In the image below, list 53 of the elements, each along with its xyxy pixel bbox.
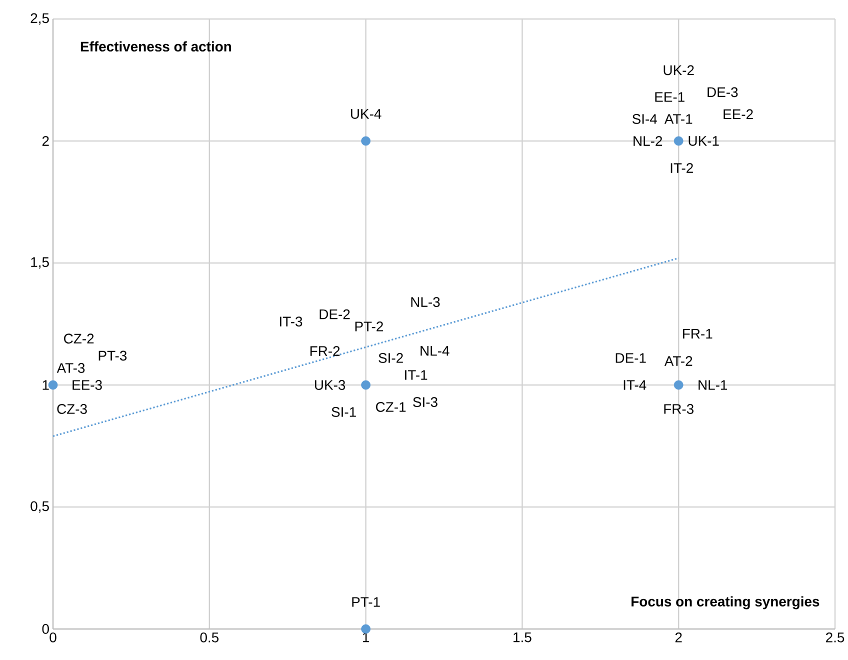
annotation: EE-2 [724, 109, 753, 120]
point [48, 380, 58, 390]
annotation: EE-3 [72, 380, 102, 390]
annotation: CZ-3 [57, 404, 87, 414]
y-axis-title: Effectiveness of action [80, 41, 232, 52]
annotation: UK-3 [315, 380, 346, 390]
y-tick-label: 2,5 [30, 13, 49, 25]
annotation: IT-4 [624, 380, 646, 390]
point [361, 380, 371, 390]
annotation: FR-3 [664, 404, 694, 414]
annotation: EE-1 [655, 92, 684, 102]
annotation: IT-2 [670, 163, 693, 173]
annotation: SI-3 [413, 397, 438, 408]
point [361, 624, 371, 634]
annotation: PT-1 [352, 597, 380, 607]
annotation: IT-3 [280, 316, 302, 326]
annotation: PT-3 [98, 350, 127, 361]
annotation: NL-1 [698, 380, 728, 390]
point [361, 136, 371, 146]
x-tick-label: 0 [50, 632, 56, 642]
x-tick-label: 1.5 [514, 632, 532, 642]
annotation: AT-2 [664, 356, 692, 366]
annotation: SI-2 [378, 353, 403, 363]
annotation: UK-2 [664, 65, 694, 76]
x-axis-title: Focus on creating synergies [632, 596, 820, 610]
x-tick-label: 2 [675, 632, 682, 642]
annotation: NL-3 [411, 297, 440, 307]
point [674, 380, 684, 390]
annotation: AT-1 [664, 114, 692, 124]
annotation: DE-3 [708, 87, 738, 98]
annotation: IT-1 [405, 370, 428, 380]
annotation: DE-2 [320, 309, 350, 320]
y-tick-label: 2 [42, 136, 49, 146]
x-tick-label: 0.5 [200, 632, 219, 642]
annotation: FR-2 [310, 346, 340, 356]
point [674, 136, 684, 146]
annotation: FR-1 [683, 328, 712, 339]
annotation: PT-2 [355, 322, 383, 332]
annotation: NL-2 [634, 136, 662, 146]
y-tick-label: 1 [42, 380, 49, 390]
y-tick-label: 1,5 [31, 257, 49, 269]
annotation: UK-1 [688, 136, 719, 146]
annotation: NL-4 [420, 346, 450, 356]
annotation: SI-4 [632, 114, 657, 124]
annotation: CZ-2 [64, 334, 94, 344]
annotation: CZ-1 [376, 402, 406, 412]
y-tick-label: 0 [42, 624, 49, 634]
annotation: AT-3 [56, 363, 85, 373]
annotation: DE-1 [616, 353, 646, 363]
x-tick-label: 2.5 [826, 632, 844, 642]
annotation: UK-4 [351, 109, 382, 119]
annotation: SI-1 [332, 407, 356, 417]
y-tick-label: 0,5 [30, 501, 49, 513]
